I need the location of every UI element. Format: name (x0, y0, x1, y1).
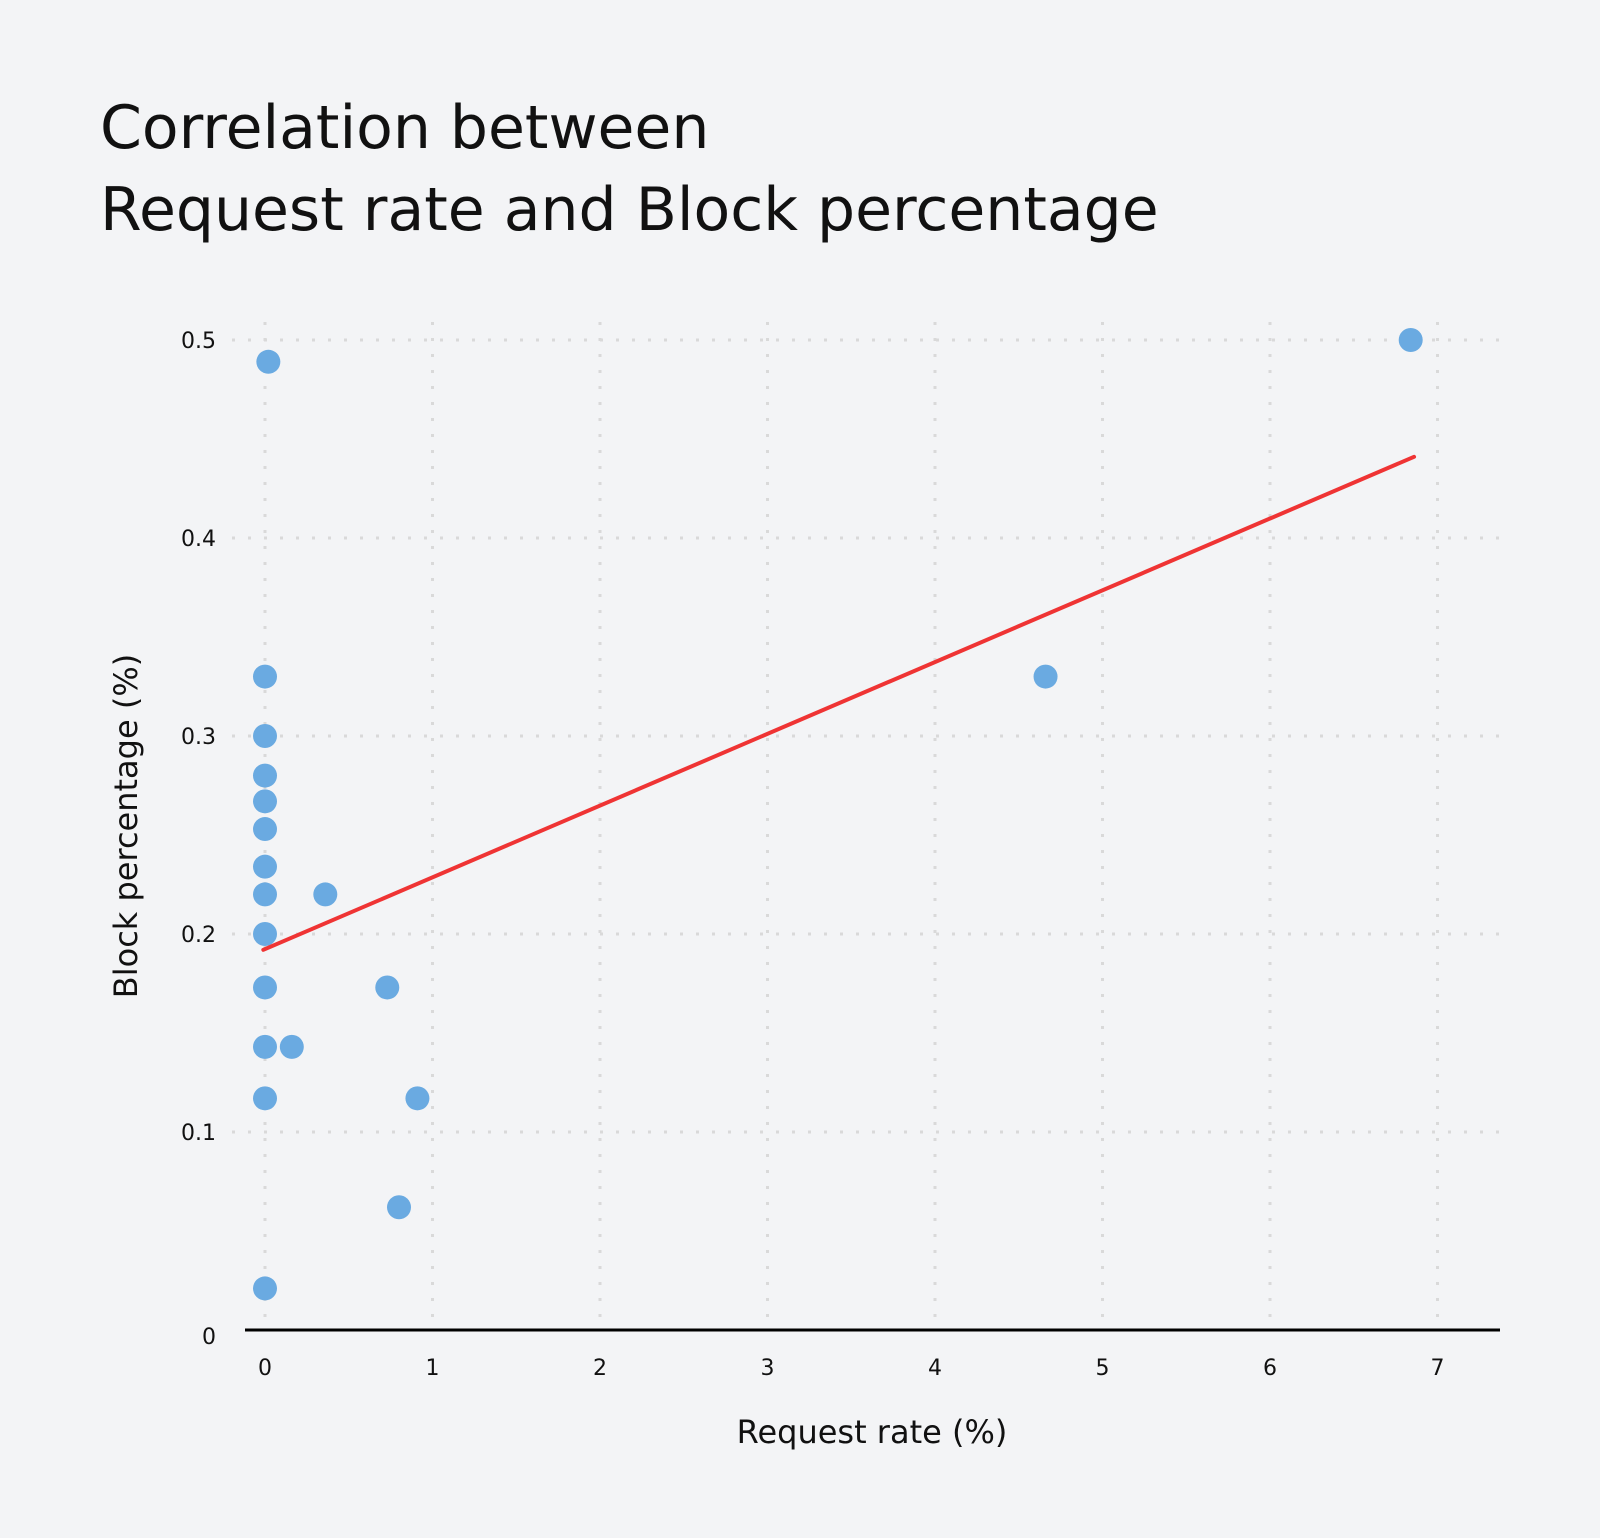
y-tick-label: 0.1 (181, 1121, 216, 1146)
trendline (261, 454, 1417, 952)
data-point (253, 789, 277, 814)
x-tick-label: 1 (426, 1356, 440, 1381)
data-point (253, 922, 277, 946)
data-point (387, 1195, 411, 1220)
data-point (253, 882, 277, 907)
chart-title-line-2: Request rate and Block percentage (100, 175, 1159, 245)
data-point (375, 975, 400, 1000)
data-point (313, 882, 338, 907)
data-point (253, 724, 277, 748)
data-point (253, 1276, 277, 1301)
data-point (253, 763, 277, 788)
data-point (253, 975, 277, 1000)
data-point (256, 349, 281, 374)
grid (232, 322, 1500, 1322)
data-point (1033, 664, 1058, 689)
y-axis-label: Block percentage (%) (107, 654, 145, 998)
x-tick-label: 4 (928, 1356, 942, 1381)
data-point (253, 1086, 277, 1111)
data-point (253, 664, 277, 689)
x-tick-label: 6 (1263, 1356, 1277, 1381)
data-point (253, 1034, 277, 1059)
data-point (1398, 328, 1423, 352)
y-tick-label: 0.3 (181, 725, 216, 750)
x-tick-label: 5 (1096, 1356, 1110, 1381)
x-ticks: 0 1 2 3 4 5 6 7 (258, 1356, 1445, 1381)
data-point (279, 1034, 304, 1059)
data-point (253, 854, 277, 879)
data-point (405, 1086, 430, 1111)
data-points (253, 328, 1423, 1301)
x-axis-label: Request rate (%) (737, 1413, 1008, 1451)
y-ticks: 0 0.1 0.2 0.3 0.4 0.5 (181, 329, 216, 1350)
chart-title-line-1: Correlation between (100, 93, 709, 163)
y-tick-label: 0 (202, 1325, 216, 1350)
data-point (253, 817, 277, 842)
x-tick-label: 2 (593, 1356, 607, 1381)
y-tick-label: 0.5 (181, 329, 216, 354)
x-tick-label: 3 (761, 1356, 775, 1381)
x-tick-label: 0 (258, 1356, 272, 1381)
y-tick-label: 0.4 (181, 527, 216, 552)
y-tick-label: 0.2 (181, 923, 216, 948)
x-tick-label: 7 (1431, 1356, 1445, 1381)
